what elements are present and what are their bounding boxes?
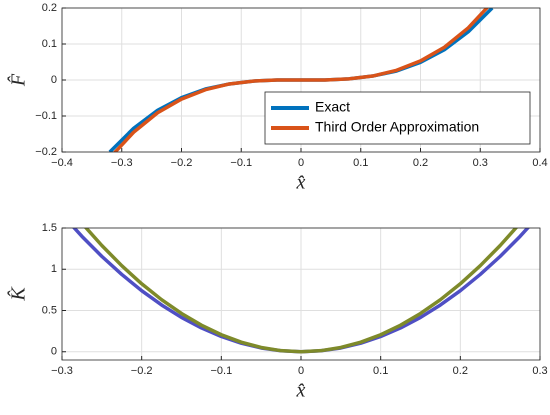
- y-tick-label: −0.2: [35, 146, 57, 158]
- x-tick-label: 0.1: [353, 157, 368, 169]
- y-tick-label: 1: [51, 263, 57, 275]
- x-tick-label: 0: [298, 157, 304, 169]
- y-tick-label: 0: [51, 346, 57, 358]
- axes-box: [61, 7, 541, 153]
- x-tick-label: −0.2: [131, 365, 153, 377]
- legend-box: [264, 91, 531, 145]
- x-tick-label: 0.1: [373, 365, 388, 377]
- x-tick-label: 0.2: [413, 157, 428, 169]
- x-tick-label: 0.3: [473, 157, 488, 169]
- y-tick-label: 0.2: [42, 2, 57, 14]
- x-tick-label: 0.3: [532, 365, 547, 377]
- y-tick-label: 1.5: [42, 222, 57, 234]
- axes-box: [61, 227, 541, 361]
- x-tick-label: −0.3: [51, 365, 73, 377]
- plot-lines: [71, 228, 531, 354]
- y-axis-label: F̂: [6, 73, 29, 87]
- x-tick-label: −0.1: [210, 365, 232, 377]
- x-tick-label: 0: [298, 365, 304, 377]
- y-tick-label: 0.5: [42, 304, 57, 316]
- y-axis-label: K̂: [6, 286, 29, 302]
- y-tick-label: −0.1: [35, 110, 57, 122]
- legend-label: Exact: [315, 99, 350, 115]
- legend-label: Third Order Approximation: [315, 119, 479, 135]
- x-axis-label: x̂: [296, 172, 306, 194]
- x-tick-label: −0.2: [171, 157, 193, 169]
- data-line: [83, 228, 519, 354]
- x-tick-label: −0.1: [230, 157, 252, 169]
- x-tick-label: 0.2: [453, 365, 468, 377]
- y-tick-label: 0: [51, 74, 57, 86]
- x-tick-label: 0.4: [532, 157, 547, 169]
- plot-lines: [108, 8, 494, 152]
- x-axis-label: x̂: [296, 380, 306, 402]
- data-line: [112, 8, 490, 152]
- y-tick-label: 0.1: [42, 38, 57, 50]
- x-tick-label: −0.4: [51, 157, 73, 169]
- x-tick-label: −0.3: [111, 157, 133, 169]
